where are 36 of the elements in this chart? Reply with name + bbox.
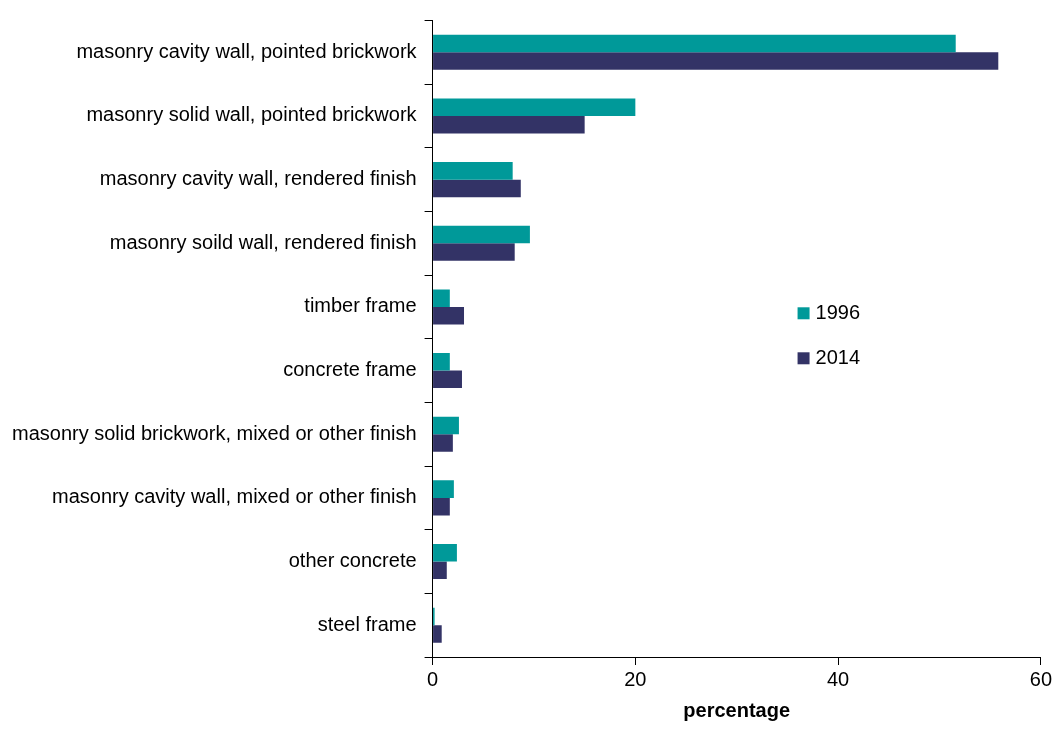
bar [433, 353, 450, 371]
bar [433, 34, 956, 53]
y-tick-label: masonry cavity wall, mixed or other finish [52, 485, 417, 508]
bar [433, 289, 450, 307]
bar [433, 225, 530, 244]
y-tick-label: timber frame [304, 294, 417, 317]
y-tick-label: masonry cavity wall, pointed brickwork [76, 39, 418, 62]
bar [433, 561, 447, 580]
bar [433, 306, 465, 325]
bar [433, 115, 585, 134]
y-tick-label: masonry solid brickwork, mixed or other finish [11, 421, 417, 444]
bar [433, 625, 442, 643]
bar [433, 243, 515, 261]
bar [433, 544, 457, 562]
y-tick-label: masonry soild wall, rendered finish [109, 230, 417, 253]
bar [433, 98, 636, 116]
y-tick-label: steel frame [317, 612, 417, 635]
bar [433, 497, 450, 516]
x-axis-title: percentage [683, 698, 791, 721]
legend-label: 1996 [815, 300, 861, 323]
bar [433, 370, 462, 389]
x-tick-label: 40 [826, 667, 850, 690]
x-tick-label: 60 [1029, 667, 1052, 690]
bar [433, 434, 453, 452]
bar [433, 480, 454, 498]
bar [433, 162, 513, 180]
y-tick-label: concrete frame [283, 358, 417, 381]
bar [433, 416, 459, 435]
x-tick-label: 0 [427, 667, 439, 690]
legend-label: 2014 [815, 345, 861, 368]
y-tick-label: other concrete [288, 549, 417, 572]
y-tick-label: masonry cavity wall, rendered finish [99, 167, 417, 190]
y-tick-label: masonry solid wall, pointed brickwork [86, 103, 418, 126]
x-tick-label: 20 [624, 667, 647, 690]
bar [433, 179, 521, 198]
bar [433, 52, 999, 70]
